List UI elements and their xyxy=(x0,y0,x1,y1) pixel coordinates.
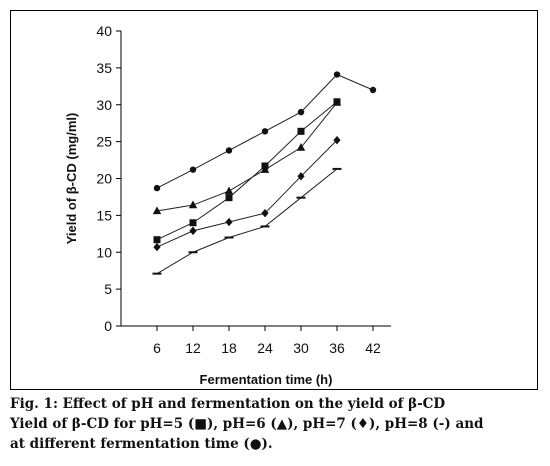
y-tick-label: 5 xyxy=(104,281,112,297)
line-chart: 0 5 10 15 20 25 30 35 40 6 12 18 24 30 36 42 Fermentatio… xyxy=(64,23,391,387)
data-point-circle xyxy=(153,184,161,192)
data-point-circle xyxy=(261,128,269,135)
x-tick-label: 30 xyxy=(293,340,309,356)
series-line-dash xyxy=(156,168,338,275)
caption-line-1: Fig. 1: Effect of pH and fermentation on… xyxy=(10,396,446,412)
data-point-circle xyxy=(297,108,305,116)
data-point-square xyxy=(153,236,161,244)
data-point-diamond xyxy=(261,208,269,218)
data-point-triangle xyxy=(332,98,342,106)
data-point-square xyxy=(225,194,233,202)
x-tick-label: 42 xyxy=(365,340,381,356)
y-tick-label: 20 xyxy=(96,171,112,187)
caption-line-2: Yield of β-CD for pH=5 (■), pH=6 (▲), pH… xyxy=(10,416,484,432)
x-tick-label: 18 xyxy=(221,340,237,356)
series-line-square xyxy=(156,101,338,241)
y-tick-label: 15 xyxy=(96,207,112,223)
data-point-square xyxy=(189,219,197,227)
series-line-diamond xyxy=(156,139,338,248)
data-point-diamond xyxy=(225,217,233,227)
series-line-triangle xyxy=(156,102,338,212)
x-tick-label: 12 xyxy=(185,340,201,356)
data-point-diamond xyxy=(333,135,341,145)
data-point-triangle xyxy=(152,206,162,215)
data-point-square xyxy=(297,127,305,135)
x-tick-label: 24 xyxy=(257,340,273,356)
data-point-circle xyxy=(225,147,233,154)
data-point-circle xyxy=(189,166,197,173)
data-point-triangle xyxy=(260,165,270,173)
y-tick-label: 10 xyxy=(96,244,112,260)
data-point-diamond xyxy=(297,172,305,181)
caption-line-3: at different fermentation time (●). xyxy=(10,436,273,452)
figure-caption: Fig. 1: Effect of pH and fermentation on… xyxy=(10,394,544,454)
y-tick-label: 30 xyxy=(96,97,112,113)
data-point-circle xyxy=(369,86,377,94)
data-point-circle xyxy=(333,71,341,78)
y-tick-label: 40 xyxy=(96,23,112,39)
y-tick-label: 25 xyxy=(96,134,112,150)
y-axis-title: Yield of β-CD (mg/ml) xyxy=(64,113,79,245)
y-tick-label: 35 xyxy=(96,60,112,76)
y-tick-label: 0 xyxy=(104,318,112,334)
x-tick-label: 36 xyxy=(329,340,345,356)
x-axis-title: Fermentation time (h) xyxy=(200,372,333,387)
data-point-triangle xyxy=(188,200,198,209)
x-tick-label: 6 xyxy=(153,340,161,356)
data-point-diamond xyxy=(153,242,161,252)
data-point-triangle xyxy=(296,143,306,151)
chart-frame: 0 5 10 15 20 25 30 35 40 6 12 18 24 30 36 42 Fermentatio… xyxy=(10,10,538,390)
data-point-triangle xyxy=(224,186,234,195)
data-point-diamond xyxy=(189,226,197,236)
